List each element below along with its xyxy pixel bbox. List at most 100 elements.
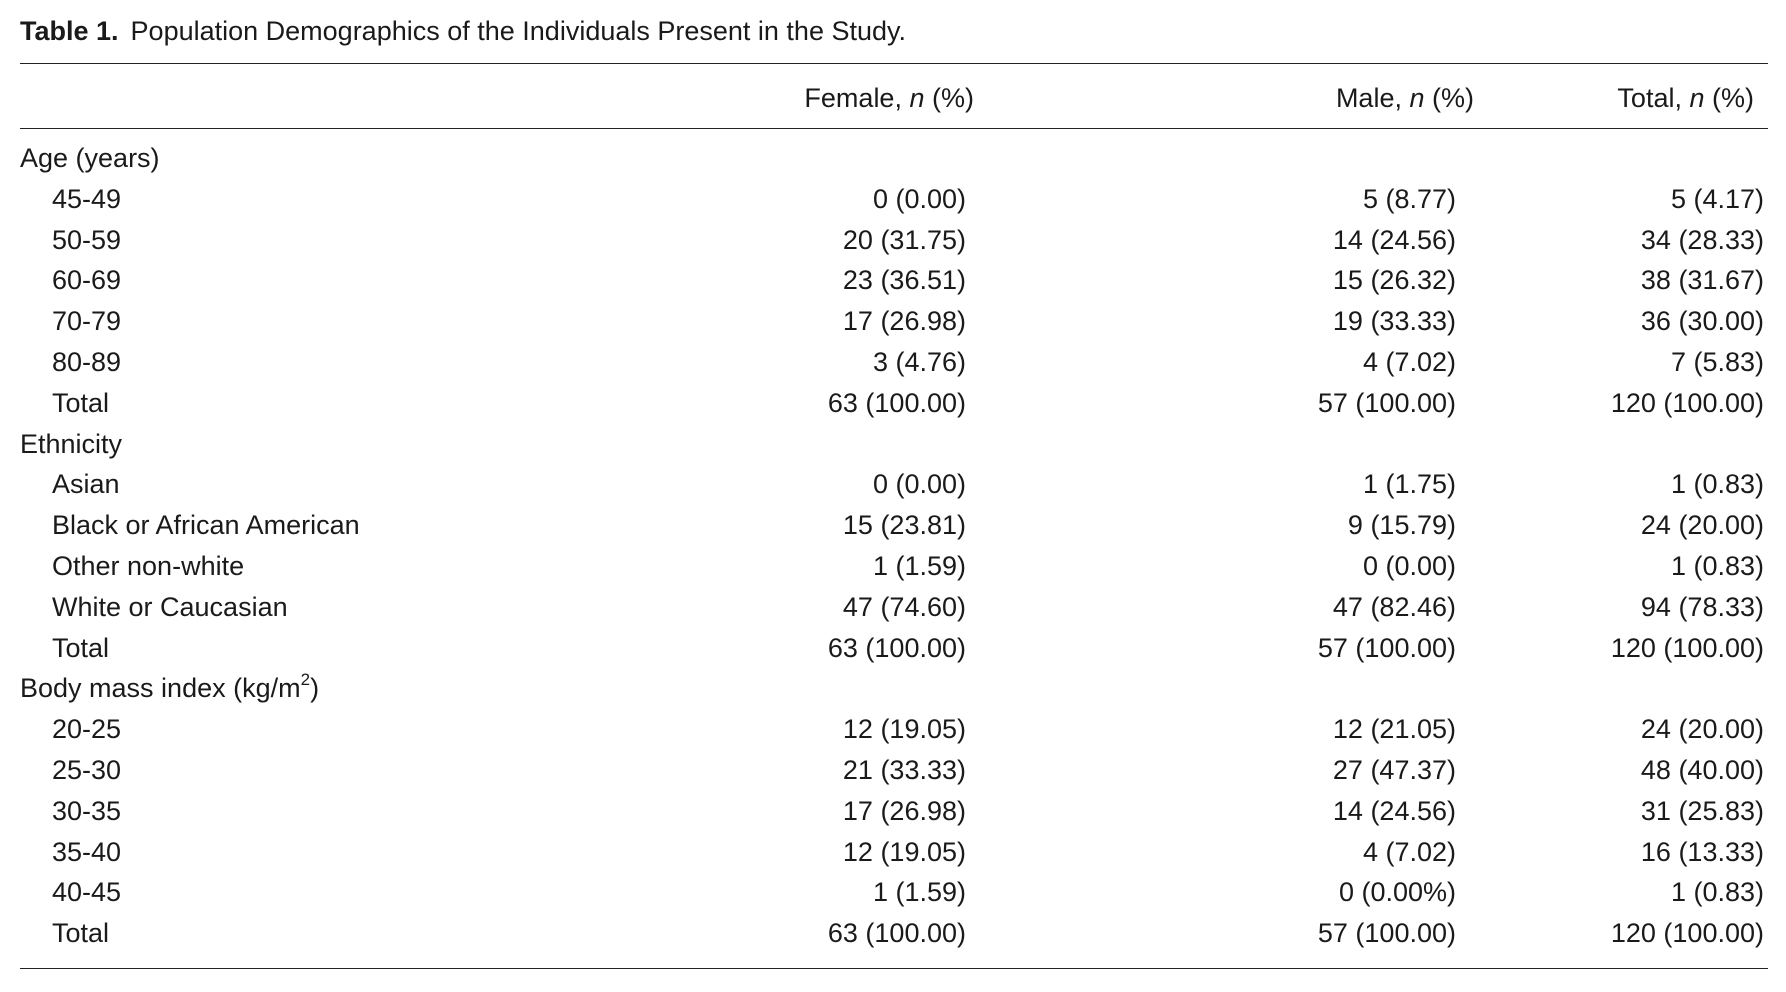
section-header-row: Ethnicity xyxy=(20,424,1768,465)
table-row: Asian 0 (0.00) 1 (1.75) 1 (0.83) xyxy=(20,464,1768,505)
table-body: Age (years) 45-49 0 (0.00) 5 (8.77) 5 (4.17)… xyxy=(20,138,1768,954)
row-label: White or Caucasian xyxy=(52,591,288,622)
total-value: 24 (20.00) xyxy=(1640,510,1764,541)
row-label: 70-79 xyxy=(52,306,122,337)
female-value: 63 (100.00) xyxy=(827,918,966,949)
row-label: Black or African American xyxy=(52,510,360,541)
row-label: 20-25 xyxy=(52,714,122,745)
female-value: 3 (4.76) xyxy=(872,346,966,377)
row-label: 45-49 xyxy=(52,183,122,214)
total-value: 120 (100.00) xyxy=(1610,918,1764,949)
male-value: 0 (0.00) xyxy=(1362,550,1456,581)
male-value: 14 (24.56) xyxy=(1332,224,1456,255)
total-value: 94 (78.33) xyxy=(1640,591,1764,622)
table-row: 80-89 3 (4.76) 4 (7.02) 7 (5.83) xyxy=(20,342,1768,383)
female-value: 20 (31.75) xyxy=(842,224,966,255)
male-value: 57 (100.00) xyxy=(1317,918,1456,949)
table-row: 40-45 1 (1.59) 0 (0.00%) 1 (0.83) xyxy=(20,872,1768,913)
row-label: 80-89 xyxy=(52,346,122,377)
total-value: 38 (31.67) xyxy=(1640,265,1764,296)
female-value: 21 (33.33) xyxy=(842,754,966,785)
row-label: Other non-white xyxy=(52,550,245,581)
row-label: 50-59 xyxy=(52,224,122,255)
row-label: 40-45 xyxy=(52,877,122,908)
header-total: Total, n (%) xyxy=(1617,83,1754,113)
male-value: 4 (7.02) xyxy=(1362,346,1456,377)
table-row: 45-49 0 (0.00) 5 (8.77) 5 (4.17) xyxy=(20,179,1768,220)
female-value: 0 (0.00) xyxy=(872,183,966,214)
male-value: 9 (15.79) xyxy=(1347,510,1456,541)
total-value: 1 (0.83) xyxy=(1670,877,1764,908)
row-label: Asian xyxy=(52,469,120,500)
row-label: Total xyxy=(52,918,110,949)
female-value: 1 (1.59) xyxy=(872,877,966,908)
header-female: Female, n (%) xyxy=(804,83,974,113)
total-value: 120 (100.00) xyxy=(1610,632,1764,663)
row-label: 30-35 xyxy=(52,795,122,826)
table-row: White or Caucasian 47 (74.60) 47 (82.46) 94… xyxy=(20,587,1768,628)
female-value: 17 (26.98) xyxy=(842,306,966,337)
table-row: 50-59 20 (31.75) 14 (24.56) 34 (28.33) xyxy=(20,220,1768,261)
top-rule xyxy=(20,63,1768,64)
table-row: 25-30 21 (33.33) 27 (47.37) 48 (40.00) xyxy=(20,750,1768,791)
female-value: 1 (1.59) xyxy=(872,550,966,581)
female-value: 12 (19.05) xyxy=(842,836,966,867)
total-value: 31 (25.83) xyxy=(1640,795,1764,826)
section-title: Body mass index (kg/m2) xyxy=(20,670,320,704)
table-title: Population Demographics of the Individua… xyxy=(130,16,907,46)
female-value: 47 (74.60) xyxy=(842,591,966,622)
total-value: 1 (0.83) xyxy=(1670,469,1764,500)
female-value: 15 (23.81) xyxy=(842,510,966,541)
table-row: Other non-white 1 (1.59) 0 (0.00) 1 (0.83) xyxy=(20,546,1768,587)
male-value: 27 (47.37) xyxy=(1332,754,1456,785)
header-blank xyxy=(20,76,580,128)
table-row: 70-79 17 (26.98) 19 (33.33) 36 (30.00) xyxy=(20,301,1768,342)
section-title: Age (years) xyxy=(20,143,160,173)
male-value: 19 (33.33) xyxy=(1332,306,1456,337)
row-label: 60-69 xyxy=(52,265,122,296)
row-label: Total xyxy=(52,387,110,418)
table-number: Table 1. xyxy=(20,16,119,46)
female-value: 17 (26.98) xyxy=(842,795,966,826)
total-value: 24 (20.00) xyxy=(1640,714,1764,745)
total-value: 5 (4.17) xyxy=(1670,183,1764,214)
total-value: 36 (30.00) xyxy=(1640,306,1764,337)
total-value: 120 (100.00) xyxy=(1610,387,1764,418)
table-row: Total 63 (100.00) 57 (100.00) 120 (100.00) xyxy=(20,913,1768,954)
male-value: 4 (7.02) xyxy=(1362,836,1456,867)
female-value: 63 (100.00) xyxy=(827,632,966,663)
bottom-rule xyxy=(20,968,1768,969)
section-header-row: Age (years) xyxy=(20,138,1768,179)
table-caption: Table 1. Population Demographics of the I… xyxy=(20,14,906,48)
demographics-table: Female, n (%) Male, n (%) Total, n (%) A… xyxy=(20,76,1768,954)
table-row: Total 63 (100.00) 57 (100.00) 120 (100.00) xyxy=(20,383,1768,424)
table-row: 20-25 12 (19.05) 12 (21.05) 24 (20.00) xyxy=(20,709,1768,750)
header-row: Female, n (%) Male, n (%) Total, n (%) xyxy=(20,76,1768,128)
female-value: 0 (0.00) xyxy=(872,469,966,500)
row-label: 35-40 xyxy=(52,836,122,867)
male-value: 1 (1.75) xyxy=(1362,469,1456,500)
section-title: Ethnicity xyxy=(20,428,123,459)
total-value: 16 (13.33) xyxy=(1640,836,1764,867)
section-header-row: Body mass index (kg/m2) xyxy=(20,668,1768,709)
table-row: 60-69 23 (36.51) 15 (26.32) 38 (31.67) xyxy=(20,260,1768,301)
male-value: 57 (100.00) xyxy=(1317,387,1456,418)
male-value: 15 (26.32) xyxy=(1332,265,1456,296)
header-rule xyxy=(20,128,1768,129)
table-row: Total 63 (100.00) 57 (100.00) 120 (100.00) xyxy=(20,628,1768,669)
row-label: Total xyxy=(52,632,110,663)
header-male: Male, n (%) xyxy=(1335,83,1474,113)
male-value: 0 (0.00%) xyxy=(1338,877,1456,908)
male-value: 5 (8.77) xyxy=(1362,183,1456,214)
male-value: 14 (24.56) xyxy=(1332,795,1456,826)
row-label: 25-30 xyxy=(52,754,122,785)
total-value: 48 (40.00) xyxy=(1640,754,1764,785)
total-value: 34 (28.33) xyxy=(1640,224,1764,255)
total-value: 1 (0.83) xyxy=(1670,550,1764,581)
female-value: 12 (19.05) xyxy=(842,714,966,745)
total-value: 7 (5.83) xyxy=(1670,346,1764,377)
female-value: 23 (36.51) xyxy=(842,265,966,296)
male-value: 47 (82.46) xyxy=(1332,591,1456,622)
female-value: 63 (100.00) xyxy=(827,387,966,418)
